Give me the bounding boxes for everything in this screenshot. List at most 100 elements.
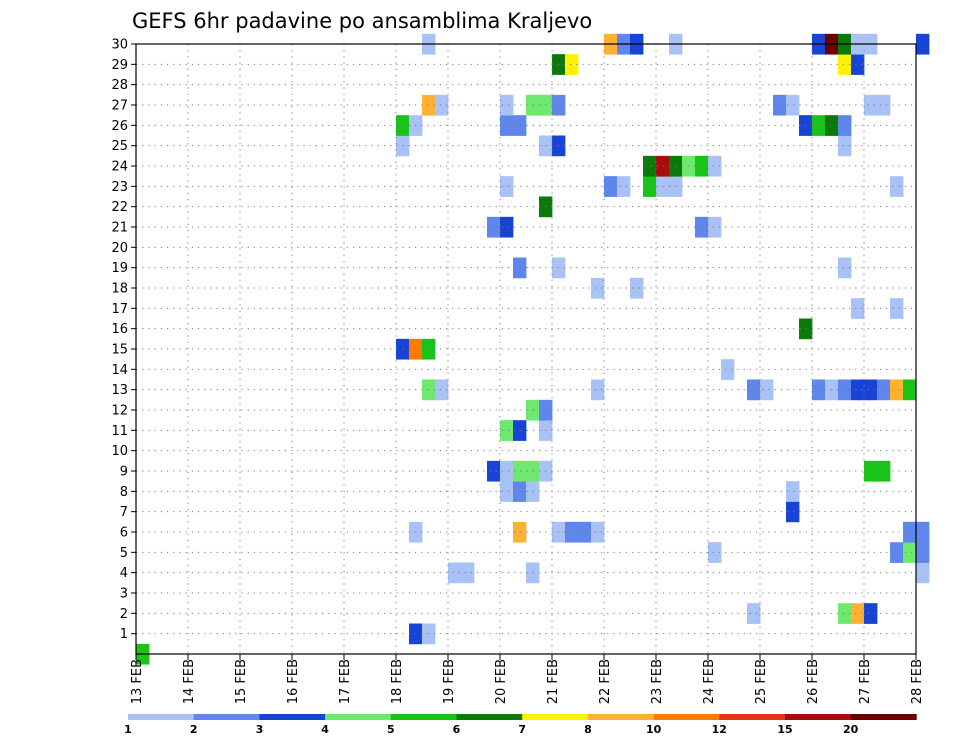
x-axis-ticks: 13 FEB 14 FEB 15 FEB 16 FEB 17 FEB 18 FEB 19 F… — [130, 654, 925, 704]
legend-label: 15 — [777, 723, 792, 736]
data-cell — [500, 481, 514, 502]
y-tick-label: 1 — [120, 627, 128, 642]
data-cell — [838, 603, 852, 624]
x-tick-label: 26 FEB — [806, 659, 821, 704]
data-cell — [422, 94, 436, 116]
legend-label: 1 — [124, 723, 132, 736]
data-cell — [851, 298, 865, 319]
data-cell — [903, 542, 917, 563]
data-cell — [513, 460, 527, 482]
data-cell — [526, 562, 540, 584]
legend-label: 3 — [256, 723, 264, 736]
y-tick-label: 19 — [111, 261, 128, 276]
data-cell — [565, 521, 579, 543]
legend-swatch — [522, 714, 589, 720]
x-tick-label: 17 FEB — [338, 659, 353, 704]
data-cell — [695, 216, 709, 238]
y-tick-label: 21 — [111, 221, 128, 236]
data-cell — [448, 562, 462, 584]
data-cell — [851, 54, 865, 75]
x-tick-label: 22 FEB — [598, 659, 613, 704]
data-cell — [500, 420, 514, 441]
data-cell — [916, 521, 930, 543]
x-tick-label: 14 FEB — [182, 659, 197, 704]
data-cell — [461, 562, 475, 584]
data-cell — [916, 542, 930, 563]
y-tick-label: 2 — [120, 607, 128, 622]
data-cell — [877, 460, 891, 482]
data-cell — [656, 155, 670, 177]
data-cell — [604, 176, 618, 197]
y-tick-label: 16 — [111, 322, 128, 337]
y-tick-label: 24 — [111, 160, 128, 175]
y-tick-label: 27 — [111, 99, 128, 114]
data-cell — [643, 155, 657, 177]
y-tick-label: 18 — [111, 282, 128, 297]
x-tick-label: 21 FEB — [546, 659, 561, 704]
data-cell — [643, 176, 657, 197]
data-cell — [890, 298, 904, 319]
legend-label: 8 — [584, 723, 592, 736]
legend-swatch — [653, 714, 720, 720]
data-cell — [890, 542, 904, 563]
data-cell — [864, 379, 878, 401]
x-tick-label: 13 FEB — [130, 659, 145, 704]
x-tick-label: 28 FEB — [910, 659, 925, 704]
data-cell — [656, 176, 670, 197]
data-cell — [825, 115, 839, 136]
legend-label: 12 — [712, 723, 727, 736]
y-tick-label: 3 — [120, 587, 128, 602]
y-tick-label: 28 — [111, 78, 128, 93]
data-cell — [487, 216, 501, 238]
data-cell — [500, 94, 514, 116]
data-cell — [864, 603, 878, 624]
x-tick-label: 20 FEB — [494, 659, 509, 704]
data-cell — [916, 562, 930, 584]
data-cell — [513, 521, 527, 543]
data-cell — [838, 115, 852, 136]
y-tick-label: 22 — [111, 200, 128, 215]
legend-label: 2 — [190, 723, 198, 736]
data-cell — [825, 379, 839, 401]
data-cell — [526, 460, 540, 482]
legend-swatch — [259, 714, 326, 720]
data-cell — [851, 603, 865, 624]
y-tick-label: 4 — [120, 566, 128, 581]
y-tick-label: 29 — [111, 58, 128, 73]
data-cell — [513, 115, 527, 136]
data-cell — [890, 379, 904, 401]
data-cell — [513, 257, 527, 279]
legend-swatch — [193, 714, 260, 720]
data-cell — [500, 216, 514, 238]
x-tick-label: 23 FEB — [650, 659, 665, 704]
data-cell — [435, 379, 449, 401]
data-cell — [786, 501, 800, 523]
x-tick-label: 25 FEB — [754, 659, 769, 704]
data-cell — [591, 521, 605, 543]
data-cell — [422, 623, 436, 645]
data-cell — [500, 115, 514, 136]
data-cell — [565, 54, 579, 75]
legend-swatch — [128, 714, 194, 720]
y-tick-label: 13 — [111, 383, 128, 398]
legend-swatch — [850, 714, 917, 720]
cells-layer — [136, 33, 930, 665]
legend-swatch — [456, 714, 523, 720]
legend-label: 6 — [453, 723, 461, 736]
chart-title: GEFS 6hr padavine po ansamblima Kraljevo — [132, 9, 592, 33]
y-tick-label: 5 — [120, 546, 128, 561]
legend-swatch — [325, 714, 392, 720]
data-cell — [786, 481, 800, 502]
data-cell — [838, 257, 852, 279]
y-tick-label: 12 — [111, 404, 128, 419]
x-tick-label: 16 FEB — [286, 659, 301, 704]
legend-label: 5 — [387, 723, 395, 736]
y-tick-label: 26 — [111, 119, 128, 134]
data-cell — [916, 33, 930, 55]
data-cell — [903, 521, 917, 543]
data-cell — [864, 460, 878, 482]
data-cell — [838, 379, 852, 401]
y-tick-label: 9 — [120, 465, 128, 480]
y-tick-label: 11 — [111, 424, 128, 439]
